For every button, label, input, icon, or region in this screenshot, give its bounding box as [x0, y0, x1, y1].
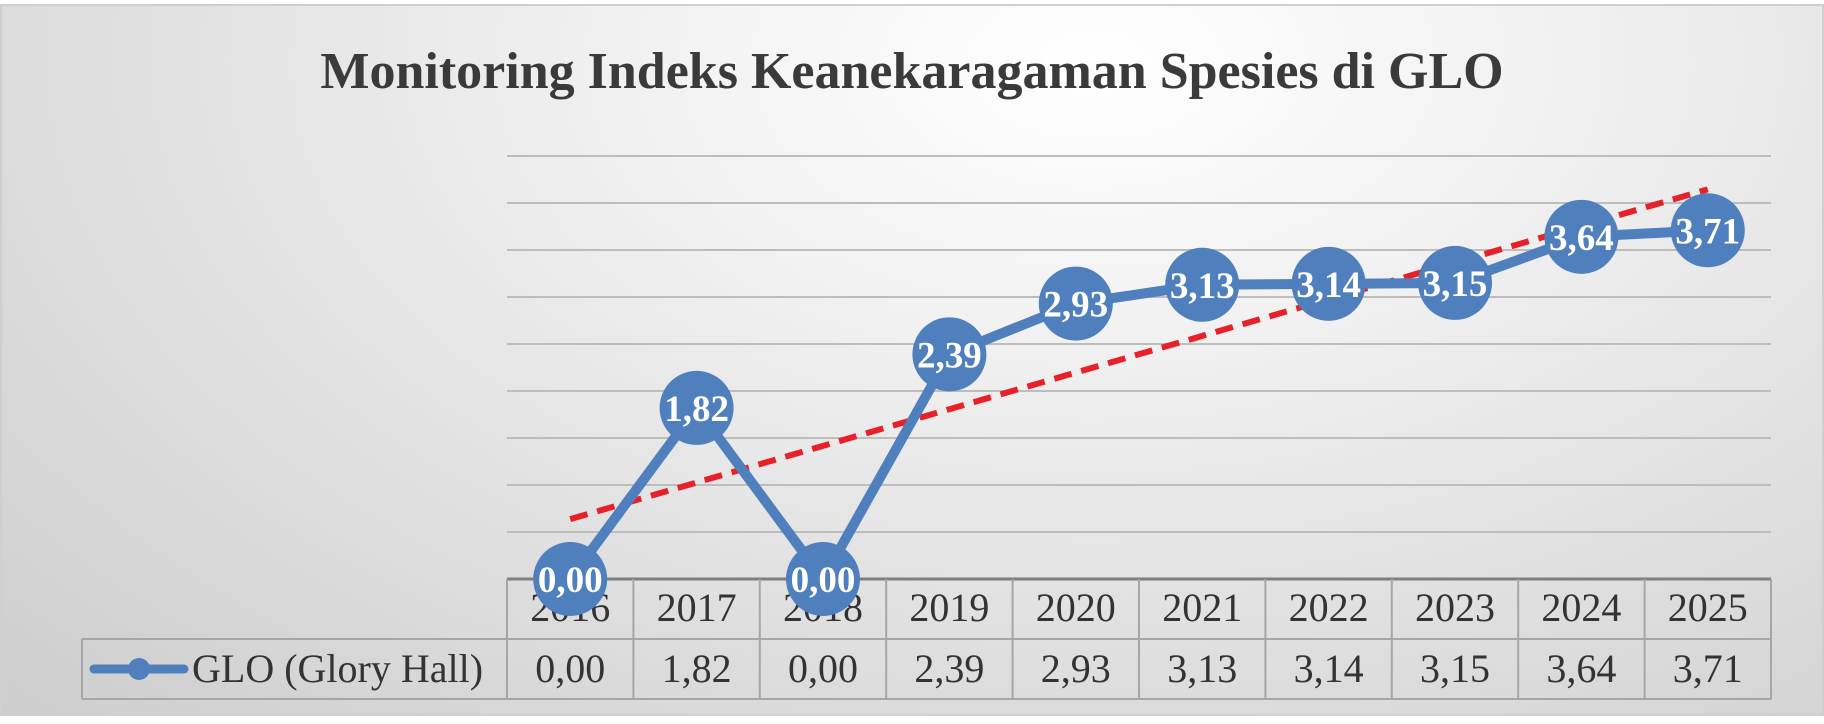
trendline: [569, 186, 1709, 523]
legend-marker-icon: [128, 658, 150, 680]
data-label: 0,00: [538, 560, 603, 601]
table-value: 2,39: [914, 646, 984, 691]
series-line: [566, 225, 1709, 584]
data-point-marker: [1291, 246, 1366, 321]
x-tick-label: 2025: [1668, 585, 1748, 630]
data-label: 3,14: [1296, 265, 1361, 306]
data-label: 3,64: [1549, 218, 1614, 259]
table-value: 3,64: [1546, 646, 1616, 691]
x-tick-label: 2017: [657, 585, 737, 630]
data-label: 2,93: [1043, 285, 1108, 326]
data-point-marker: [912, 317, 987, 392]
data-label: 1,82: [664, 389, 729, 430]
x-tick-label: 2021: [1162, 585, 1242, 630]
data-point-marker: [659, 370, 734, 445]
x-tick-label: 2023: [1415, 585, 1495, 630]
data-label: 2,39: [917, 335, 982, 376]
data-label: 3,15: [1423, 264, 1488, 305]
data-table: 2016201720182019202020212022202320242025…: [81, 577, 1772, 700]
data-point-marker: [1670, 193, 1745, 268]
data-point-marker: [533, 542, 608, 616]
table-value: 1,82: [662, 646, 732, 691]
data-point-marker: [1165, 247, 1240, 322]
table-value: 0,00: [788, 646, 858, 691]
table-value: 3,13: [1167, 646, 1237, 691]
legend-label: GLO (Glory Hall): [192, 646, 483, 691]
data-point-marker: [1038, 266, 1113, 341]
x-tick-label: 2020: [1036, 585, 1116, 630]
table-value: 3,15: [1420, 646, 1490, 691]
x-tick-label: 2019: [909, 585, 989, 630]
x-tick-label: 2022: [1289, 585, 1369, 630]
data-point-marker: [1418, 245, 1492, 320]
line-chart: 2016201720182019202020212022202320242025…: [81, 155, 1772, 700]
data-label: 3,13: [1170, 266, 1235, 307]
table-value: 0,00: [535, 646, 605, 691]
data-points: 0,00 1,82 0,00 2,39 2,93 3,13 3,14 3,15 3,64 3,71: [533, 193, 1745, 616]
data-label: 0,00: [791, 560, 856, 601]
data-label: 3,71: [1675, 211, 1740, 252]
chart-title: Monitoring Indeks Keanekaragaman Spesies…: [320, 43, 1504, 100]
table-value: 3,14: [1294, 646, 1364, 691]
data-point-marker: [1544, 199, 1619, 274]
x-tick-label: 2024: [1541, 585, 1621, 630]
table-value: 3,71: [1673, 646, 1743, 691]
table-value: 2,93: [1041, 646, 1111, 691]
chart-frame: Monitoring Indeks Keanekaragaman Spesies…: [0, 4, 1824, 716]
data-point-marker: [786, 542, 860, 616]
